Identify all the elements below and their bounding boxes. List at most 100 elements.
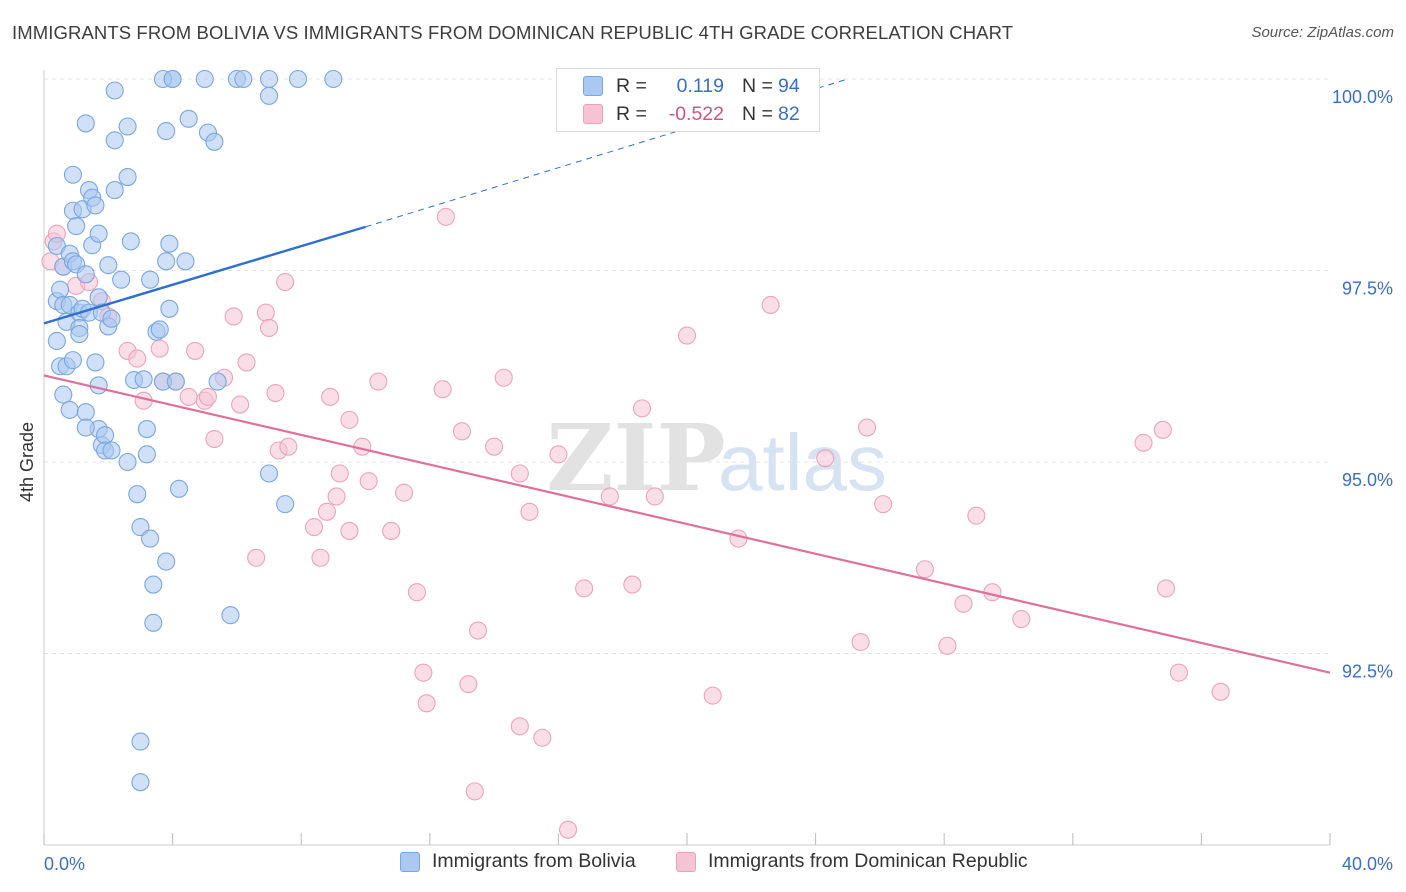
data-point-dominican	[520, 502, 539, 521]
data-point-bolivia	[96, 426, 115, 445]
y-tick-label: 100.0%	[1332, 87, 1393, 107]
data-point-dominican	[915, 560, 934, 579]
y-axis-label: 4th Grade	[17, 422, 37, 502]
legend-r-value: -0.522	[668, 102, 724, 125]
data-point-dominican	[198, 387, 218, 406]
y-tick-label: 97.5%	[1342, 279, 1393, 299]
data-point-dominican	[327, 487, 346, 506]
data-point-bolivia	[99, 256, 118, 275]
data-point-dominican	[305, 518, 324, 537]
data-point-bolivia	[60, 400, 79, 419]
data-point-dominican	[1156, 579, 1176, 598]
legend-n-value: 94	[778, 74, 800, 97]
data-point-dominican	[247, 548, 266, 567]
x-tick-label: 40.0%	[1342, 854, 1393, 874]
data-point-bolivia	[51, 280, 70, 299]
data-point-bolivia	[195, 69, 214, 89]
data-point-dominican	[494, 368, 513, 387]
data-point-dominican	[179, 387, 198, 406]
data-point-bolivia	[102, 309, 121, 328]
data-point-dominican	[276, 272, 295, 292]
legend-swatch-bolivia	[583, 76, 603, 96]
data-point-dominican	[311, 548, 330, 567]
legend-item-bolivia[interactable]: Immigrants from Bolivia	[400, 850, 636, 873]
data-point-bolivia	[234, 69, 253, 89]
data-point-bolivia	[128, 485, 147, 504]
data-point-dominican	[382, 521, 401, 540]
legend-n-value: 82	[778, 102, 800, 125]
legend-r-label: R =	[616, 102, 647, 125]
data-point-bolivia	[105, 131, 124, 150]
data-point-bolivia	[118, 167, 137, 187]
legend-swatch-dominican	[676, 851, 696, 872]
data-point-bolivia	[144, 613, 163, 632]
watermark-zip: ZIP	[546, 404, 725, 512]
trend-lines	[43, 78, 1331, 674]
data-point-bolivia	[221, 606, 240, 625]
legend-item-dominican[interactable]: Immigrants from Dominican Republic	[676, 850, 1028, 873]
data-point-bolivia	[160, 299, 179, 318]
data-point-dominican	[729, 529, 748, 548]
data-point-bolivia	[157, 122, 176, 141]
trend-line-dominican	[43, 374, 1331, 674]
data-point-bolivia	[276, 495, 295, 514]
data-point-bolivia	[54, 385, 73, 404]
data-point-bolivia	[205, 132, 224, 151]
data-point-dominican	[186, 341, 205, 360]
data-point-dominican	[465, 782, 484, 801]
source-label: Source: ZipAtlas.com	[1251, 24, 1394, 41]
axes	[43, 70, 1331, 846]
data-point-bolivia	[160, 234, 179, 253]
legend-r-value: 0.119	[676, 74, 724, 97]
data-point-bolivia	[131, 773, 150, 792]
data-point-bolivia	[76, 403, 95, 422]
data-point-bolivia	[176, 252, 195, 271]
data-point-dominican	[417, 694, 436, 713]
data-point-dominican	[259, 318, 279, 338]
data-point-bolivia	[105, 181, 124, 200]
data-point-bolivia	[89, 288, 108, 307]
data-point-dominican	[600, 487, 619, 506]
watermark-atlas: atlas	[718, 418, 887, 507]
data-point-bolivia	[259, 86, 279, 105]
data-point-dominican	[359, 472, 378, 491]
data-point-dominican	[632, 399, 652, 418]
data-point-dominican	[761, 295, 780, 315]
data-point-bolivia	[121, 232, 140, 251]
trend-line-bolivia	[43, 225, 366, 325]
y-tick-labels: 100.0% 97.5% 95.0% 92.5%	[1332, 87, 1393, 682]
data-point-bolivia	[259, 464, 279, 483]
legend-n-label: N =	[742, 74, 773, 97]
data-point-bolivia	[208, 372, 227, 391]
data-point-dominican	[967, 506, 986, 525]
data-point-dominican	[237, 353, 256, 372]
data-point-bolivia	[105, 81, 124, 100]
data-point-bolivia	[70, 325, 89, 344]
data-point-bolivia	[179, 109, 198, 128]
chart-title: IMMIGRANTS FROM BOLIVIA VS IMMIGRANTS FR…	[12, 22, 1014, 43]
data-point-bolivia	[141, 270, 160, 289]
data-point-dominican	[510, 717, 529, 736]
series-dominican-points	[41, 207, 1230, 839]
data-point-dominican	[938, 636, 957, 655]
data-point-bolivia	[47, 331, 66, 351]
data-point-bolivia	[63, 165, 82, 184]
data-point-dominican	[558, 820, 578, 839]
data-point-bolivia	[288, 69, 308, 89]
data-point-dominican	[510, 464, 529, 483]
data-point-dominican	[330, 464, 349, 483]
data-point-dominican	[321, 387, 340, 406]
data-point-dominican	[340, 410, 359, 429]
legend-row-bolivia: R = 0.119 N = 94	[583, 72, 808, 100]
data-point-bolivia	[86, 353, 105, 372]
data-point-bolivia	[259, 69, 279, 89]
data-point-bolivia	[169, 479, 189, 498]
data-point-bolivia	[137, 445, 156, 464]
data-point-dominican	[533, 728, 552, 747]
data-point-dominican	[954, 594, 973, 613]
data-point-dominican	[369, 372, 388, 391]
data-point-dominican	[150, 339, 169, 358]
data-point-bolivia	[67, 217, 86, 236]
data-point-dominican	[645, 487, 664, 506]
legend-swatch-dominican	[583, 104, 603, 124]
